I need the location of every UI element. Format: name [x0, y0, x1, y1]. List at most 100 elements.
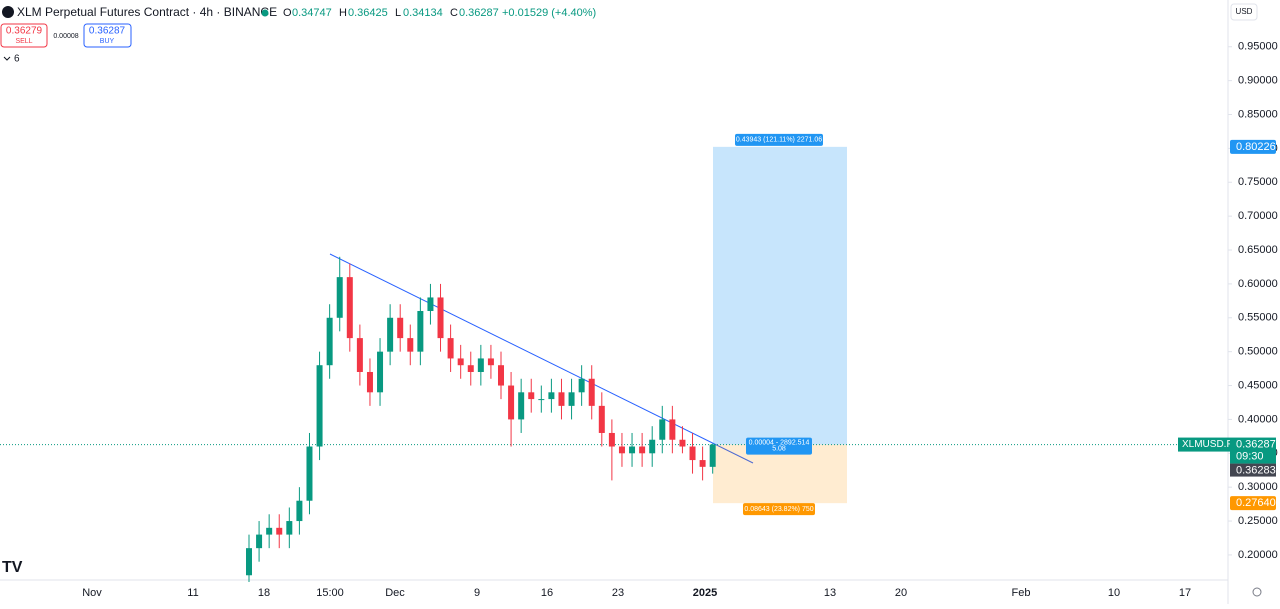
- candle-body: [669, 419, 676, 440]
- y-tick-label: 0.30000: [1238, 481, 1278, 493]
- spread: 0.00008: [53, 33, 78, 40]
- candle-body: [518, 392, 525, 420]
- y-tick-label: 0.65000: [1238, 244, 1278, 256]
- tool-label: 0.00004 - 2892.514: [749, 439, 810, 446]
- candle-body: [588, 378, 595, 406]
- ohlc-value: 0.36287: [459, 7, 499, 19]
- candle-body: [598, 405, 605, 433]
- candle-body: [417, 311, 424, 352]
- tool-label: 5.08: [772, 445, 786, 452]
- candle-body: [689, 446, 696, 461]
- target-badge-bg: [1230, 139, 1276, 154]
- y-tick-label: 0.40000: [1238, 413, 1278, 425]
- candle-body: [356, 338, 363, 372]
- target-badge: 0.80226: [1236, 141, 1276, 153]
- ohlc-label: O: [283, 7, 292, 19]
- indicator-toggle[interactable]: [3, 56, 11, 61]
- y-tick-label: 0.90000: [1238, 75, 1278, 87]
- y-tick-label: 0.75000: [1238, 176, 1278, 188]
- x-tick-label: 2025: [693, 587, 717, 599]
- candle-body: [568, 392, 575, 406]
- settings-icon[interactable]: [1252, 587, 1262, 597]
- candle-body: [467, 365, 474, 372]
- candle-body: [498, 365, 504, 386]
- candle-body: [629, 446, 636, 454]
- sell-price[interactable]: 0.36279: [6, 26, 43, 37]
- buy-label[interactable]: BUY: [100, 38, 115, 45]
- candle-body: [709, 444, 716, 467]
- currency-button[interactable]: [1230, 3, 1258, 21]
- x-tick-label: 23: [612, 587, 624, 599]
- candle-body: [397, 317, 404, 339]
- candle-body: [427, 297, 434, 312]
- candle-body: [377, 351, 384, 393]
- ohlc-value: 0.34747: [292, 7, 332, 19]
- tool-label-bg: [746, 437, 812, 455]
- candle-body: [306, 446, 313, 501]
- x-tick-label: 9: [474, 587, 480, 599]
- candle-body: [578, 378, 585, 393]
- candle-body: [437, 297, 444, 339]
- candle-body: [457, 358, 464, 366]
- last-price-bg: [1230, 437, 1276, 464]
- buy-button[interactable]: [83, 23, 132, 48]
- candle-body: [477, 358, 484, 372]
- y-tick-label: 0.85000: [1238, 108, 1278, 120]
- candle-body: [558, 392, 565, 406]
- candle-body: [246, 548, 252, 576]
- tool-label: 0.43943 (121.11%) 2271.06: [736, 137, 822, 144]
- candle-body: [508, 385, 515, 420]
- candle-body: [276, 527, 283, 535]
- buy-price[interactable]: 0.36287: [89, 26, 126, 37]
- ohlc-value: 0.36425: [348, 7, 388, 19]
- symbol-logo: [2, 6, 14, 18]
- x-tick-label: Dec: [385, 587, 405, 599]
- currency[interactable]: USD: [1236, 7, 1253, 16]
- candle-body: [387, 317, 394, 352]
- stop-badge: 0.27640: [1236, 497, 1276, 509]
- x-tick-label: 10: [1108, 587, 1120, 599]
- x-tick-label: 11: [187, 587, 198, 599]
- candle-body: [679, 439, 686, 447]
- x-tick-label: Feb: [1012, 587, 1031, 599]
- candle-body: [639, 446, 646, 454]
- x-tick-label: 15:00: [316, 587, 344, 599]
- symbol-badge-bg: [1178, 437, 1230, 452]
- candle-body: [608, 432, 615, 447]
- candle-body: [336, 277, 343, 318]
- y-tick-label: 0.25000: [1238, 515, 1278, 527]
- y-tick-label: 0.60000: [1238, 278, 1278, 290]
- indicator-count[interactable]: 6: [14, 54, 20, 65]
- symbol-title: XLM Perpetual Futures Contract · 4h · BI…: [17, 5, 277, 19]
- sell-label[interactable]: SELL: [15, 38, 32, 45]
- y-tick-label: 0.50000: [1238, 346, 1278, 358]
- prev-price: 0.36283: [1236, 464, 1276, 476]
- status-dot: [261, 9, 269, 17]
- countdown: 09:30: [1236, 450, 1264, 462]
- x-tick-label: 16: [541, 587, 553, 599]
- stop-badge-bg: [1230, 496, 1276, 511]
- prev-price-bg: [1230, 463, 1276, 477]
- candle-body: [316, 365, 323, 447]
- candle-body: [487, 358, 494, 366]
- candle-body: [407, 338, 414, 352]
- candle-body: [256, 534, 263, 549]
- candle-body: [296, 500, 303, 522]
- candle-body: [266, 527, 273, 535]
- candle-body: [286, 521, 293, 535]
- y-tick-label: 0.55000: [1238, 312, 1278, 324]
- candle-body: [659, 419, 666, 440]
- ohlc-change: +0.01529 (+4.40%): [502, 7, 596, 19]
- tool-label: 0.08643 (23.82%) 750: [744, 506, 813, 513]
- ohlc-label: L: [395, 7, 401, 19]
- ohlc-label: H: [339, 7, 347, 19]
- y-tick-label: 0.20000: [1238, 549, 1278, 561]
- sell-button[interactable]: [0, 23, 48, 48]
- x-tick-label: 13: [824, 587, 836, 599]
- candle-body: [447, 338, 454, 359]
- candle-body: [548, 392, 555, 400]
- candle-body: [699, 460, 706, 467]
- last-price: 0.36287: [1236, 438, 1276, 450]
